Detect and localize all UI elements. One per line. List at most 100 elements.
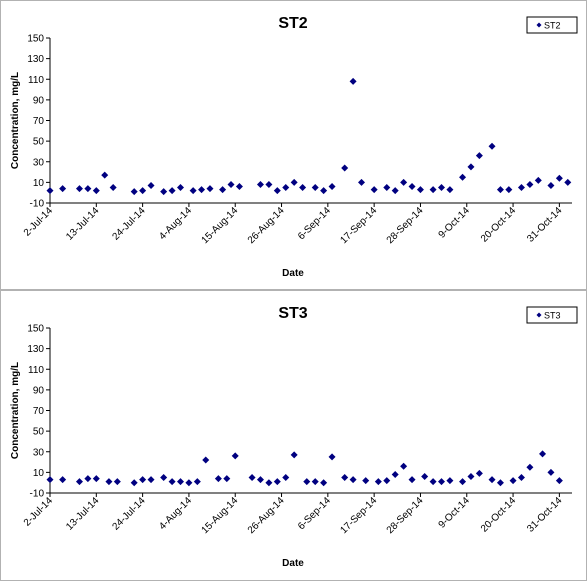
data-point	[509, 477, 517, 485]
data-point	[235, 183, 243, 190]
data-point	[383, 477, 391, 485]
data-point	[383, 184, 391, 192]
data-point	[400, 178, 408, 186]
data-point	[299, 184, 307, 192]
data-point	[193, 478, 201, 486]
x-tick-label: 17-Sep-14	[338, 205, 379, 246]
x-tick-label: 20-Oct-14	[479, 205, 519, 245]
data-point	[290, 451, 298, 459]
data-point	[400, 462, 408, 470]
data-point	[505, 186, 513, 194]
data-point	[59, 476, 67, 484]
data-point	[75, 185, 83, 193]
data-point	[488, 142, 496, 150]
data-point	[328, 453, 336, 461]
data-point	[256, 180, 264, 188]
data-point	[416, 186, 424, 194]
y-tick-label: 50	[33, 427, 45, 438]
data-point	[147, 476, 155, 484]
data-point	[408, 183, 416, 190]
panel-border	[0, 290, 587, 581]
y-tick-label: 30	[33, 447, 45, 458]
y-tick-label: -10	[30, 489, 45, 500]
data-point	[555, 174, 563, 182]
y-tick-label: 70	[33, 406, 45, 417]
y-tick-label: 70	[33, 116, 45, 127]
data-point	[517, 184, 525, 192]
data-point	[358, 178, 366, 186]
data-point	[101, 171, 109, 179]
y-tick-label: 50	[33, 137, 45, 148]
y-tick-label: 110	[28, 75, 44, 86]
data-point	[370, 186, 378, 194]
x-tick-label: 2-Jul-14	[22, 205, 56, 239]
x-tick-label: 20-Oct-14	[479, 495, 519, 535]
data-point	[341, 474, 349, 482]
data-point	[475, 469, 483, 477]
data-point	[311, 478, 319, 486]
data-point	[408, 476, 416, 484]
data-point	[231, 452, 239, 460]
data-point	[496, 186, 504, 194]
y-tick-label: 90	[33, 385, 45, 396]
data-point	[147, 181, 155, 189]
x-tick-label: 26-Aug-14	[246, 205, 287, 246]
data-point	[130, 188, 138, 196]
data-point	[438, 478, 445, 486]
chart-title: ST2	[278, 15, 307, 32]
data-point	[139, 187, 147, 195]
data-point	[265, 479, 273, 487]
x-tick-label: 26-Aug-14	[246, 495, 287, 536]
data-point	[446, 186, 454, 194]
data-point	[320, 479, 328, 487]
panel-border	[0, 0, 587, 290]
chart: ST2 Date Concentration, mg/L -10 10 30 50 70 90 1…	[10, 15, 578, 279]
x-axis-title: Date	[282, 558, 304, 569]
data-point	[547, 468, 555, 476]
x-tick-label: 15-Aug-14	[200, 205, 241, 246]
x-axis-title: Date	[282, 268, 304, 279]
y-tick-label: 150	[27, 34, 44, 45]
data-point	[429, 478, 437, 486]
data-point	[467, 473, 475, 480]
data-point	[349, 476, 357, 484]
data-point	[438, 184, 445, 192]
y-axis-title: Concentration, mg/L	[10, 362, 21, 459]
data-point	[341, 164, 349, 172]
data-point	[475, 152, 483, 160]
data-point	[168, 478, 176, 486]
data-point	[282, 474, 290, 482]
data-point	[391, 470, 399, 478]
x-tick-label: 31-Oct-14	[525, 495, 565, 535]
data-point	[273, 187, 281, 195]
data-point	[92, 475, 100, 483]
x-tick-label: 17-Sep-14	[338, 495, 379, 536]
legend-marker	[536, 22, 542, 28]
data-point	[75, 478, 83, 486]
data-point	[517, 474, 525, 482]
data-point	[421, 473, 429, 480]
data-point	[177, 184, 184, 192]
data-point	[219, 186, 227, 194]
y-tick-label: 10	[33, 468, 45, 479]
data-point	[539, 450, 547, 458]
data-point	[564, 178, 572, 186]
data-point	[320, 187, 328, 195]
y-tick-label: 150	[27, 324, 44, 335]
data-point	[223, 475, 231, 483]
data-point	[46, 476, 54, 484]
y-tick-label: 30	[33, 157, 45, 168]
chart: ST3 Date Concentration, mg/L -10 10 30 50 70 90 1…	[10, 305, 578, 569]
data-point	[177, 478, 184, 486]
data-point	[282, 184, 290, 192]
y-tick-label: 130	[27, 344, 44, 355]
x-tick-label: 13-Jul-14	[64, 205, 102, 243]
x-tick-label: 28-Sep-14	[385, 495, 426, 536]
x-tick-label: 4-Aug-14	[157, 205, 194, 242]
data-point	[109, 184, 117, 192]
y-tick-label: 110	[28, 365, 44, 376]
data-point	[59, 185, 67, 193]
data-point	[84, 185, 92, 193]
data-point	[248, 474, 256, 482]
data-point	[256, 476, 264, 484]
